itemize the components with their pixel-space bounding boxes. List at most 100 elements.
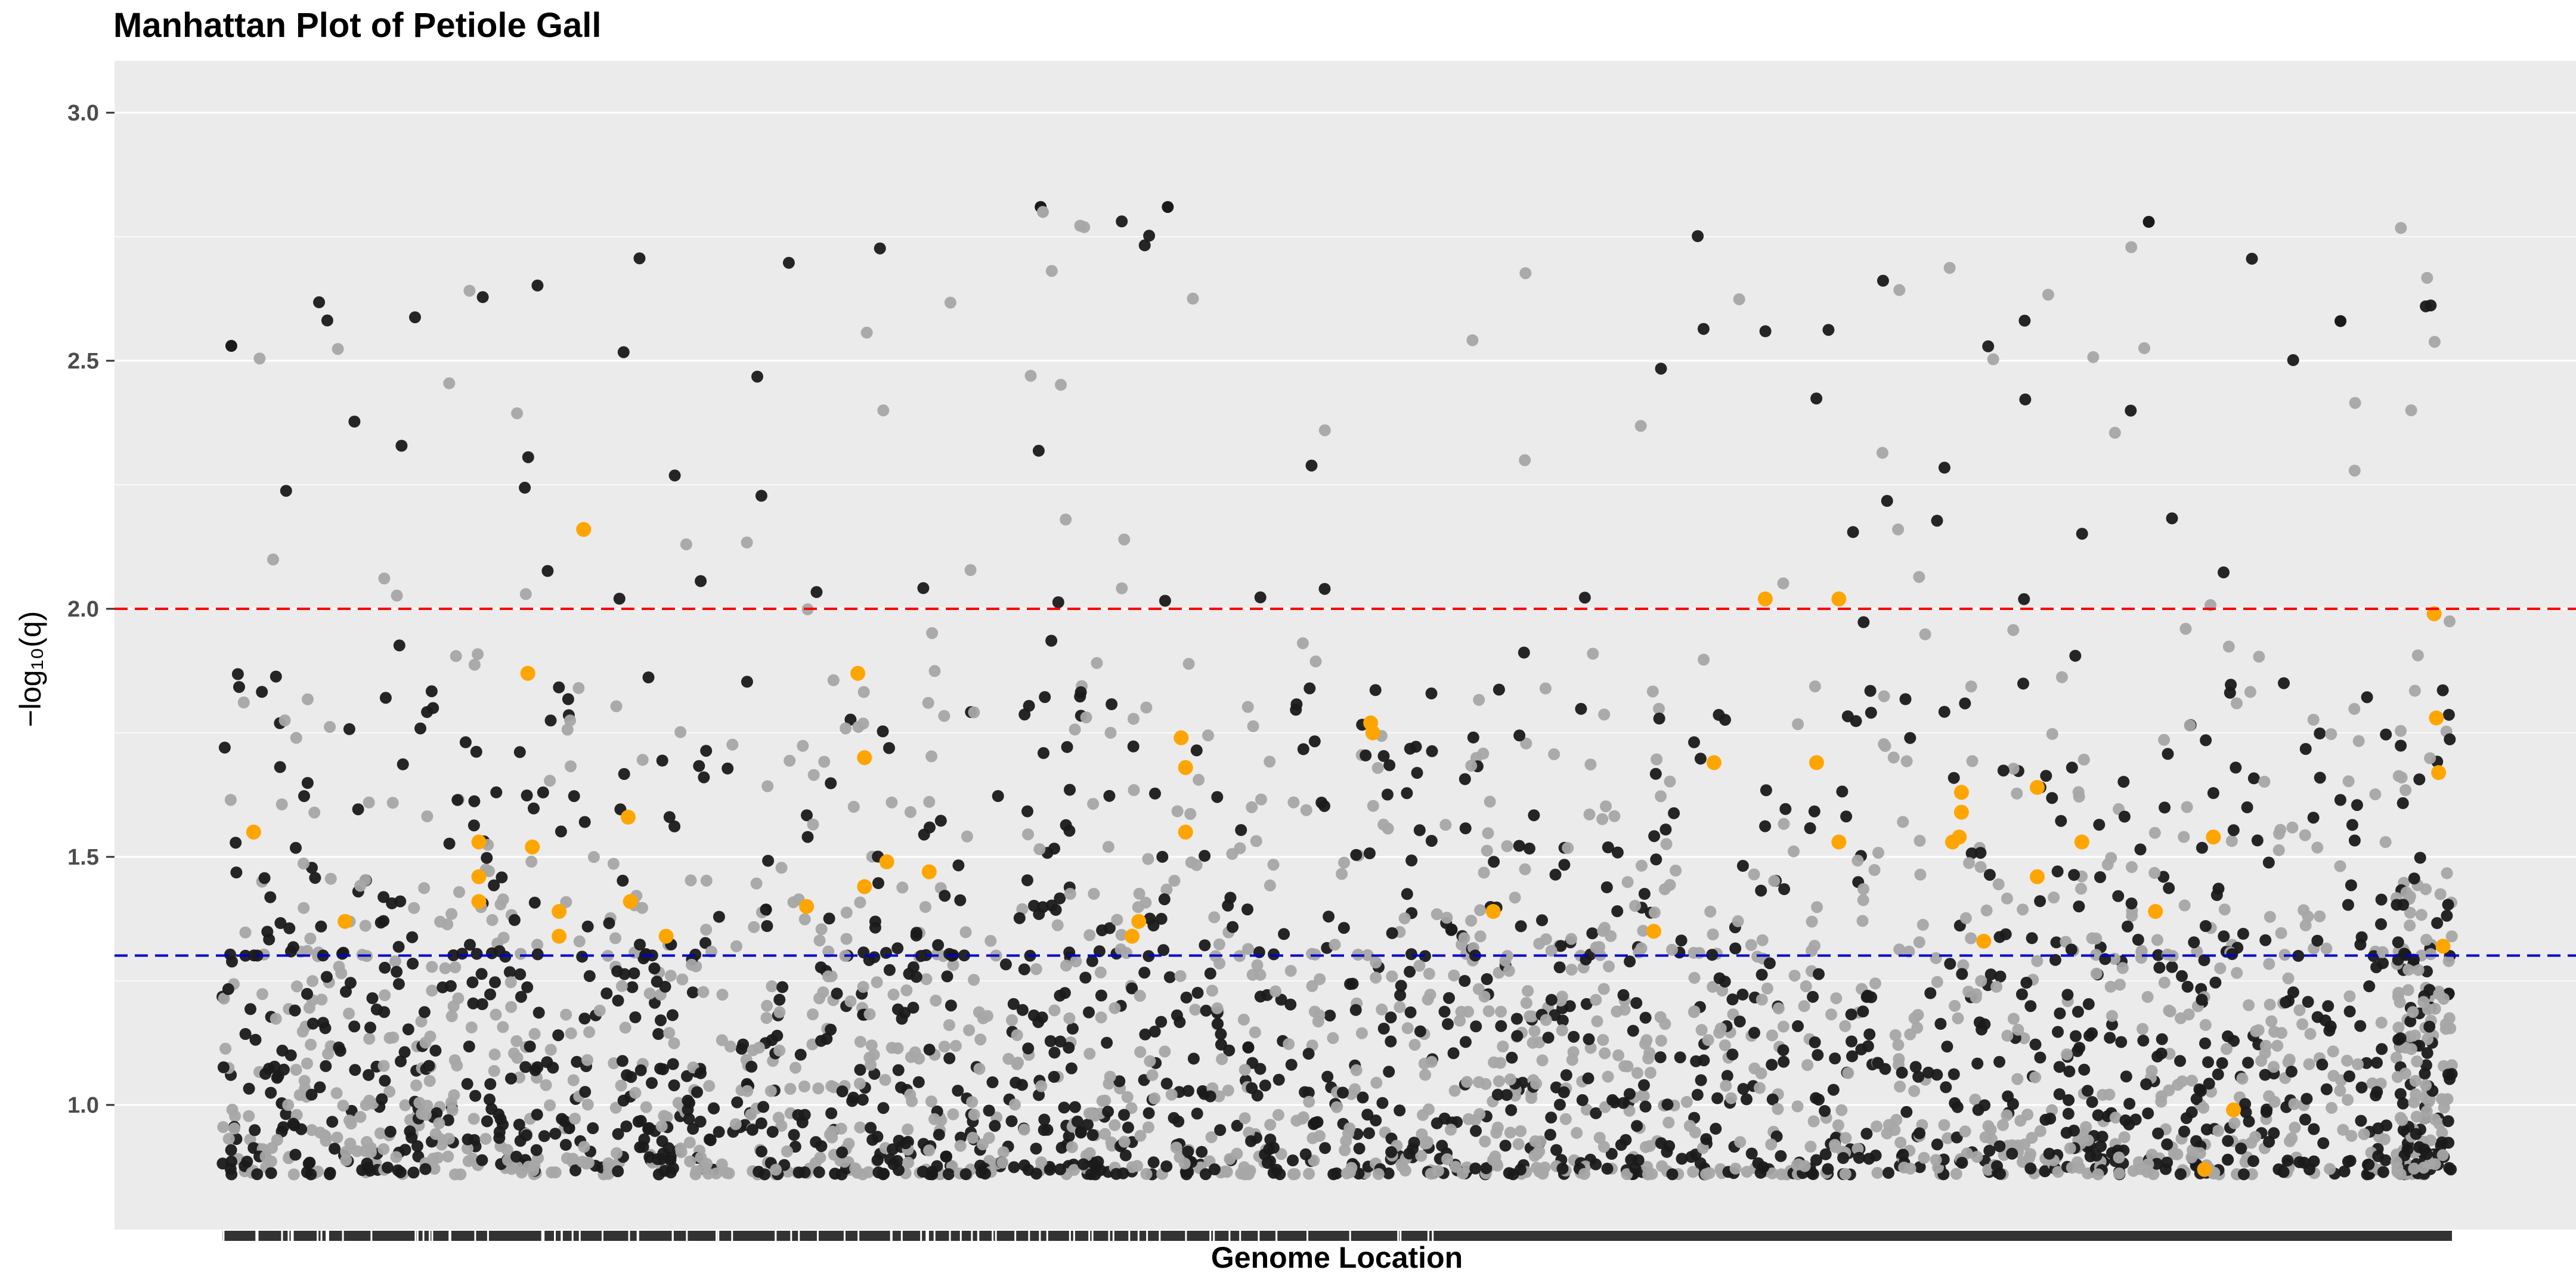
- snp-point: [760, 1012, 773, 1024]
- snp-point: [459, 736, 472, 748]
- highlighted-snp-point: [1953, 785, 1969, 800]
- snp-point: [448, 1089, 460, 1101]
- snp-point: [1685, 1151, 1698, 1163]
- snp-point: [1706, 949, 1719, 961]
- snp-point: [2064, 1142, 2076, 1154]
- snp-point: [2199, 920, 2212, 932]
- snp-point: [1216, 1053, 1228, 1066]
- snp-point: [656, 754, 668, 767]
- snp-point: [530, 1144, 543, 1156]
- snp-point: [230, 837, 242, 849]
- snp-point: [1474, 904, 1487, 917]
- snp-point: [1272, 1109, 1284, 1121]
- snp-point: [2094, 871, 2106, 883]
- snp-point: [1480, 1162, 1493, 1175]
- snp-point: [1127, 740, 1140, 753]
- snp-point: [1309, 1117, 1321, 1129]
- snp-point: [1950, 1168, 1962, 1180]
- snp-point: [428, 1163, 441, 1175]
- snp-point: [321, 314, 333, 327]
- snp-point: [2210, 889, 2223, 901]
- snp-point: [2080, 1121, 2092, 1133]
- snp-point: [1635, 942, 1648, 955]
- snp-point: [2436, 1149, 2449, 1162]
- snp-point: [1249, 1026, 1261, 1039]
- snp-point: [1303, 1168, 1315, 1180]
- snp-point: [2314, 910, 2326, 922]
- snp-point: [1586, 927, 1599, 940]
- snp-point: [2408, 872, 2420, 885]
- snp-point: [722, 762, 734, 775]
- snp-point: [942, 1168, 955, 1181]
- snp-point: [887, 988, 900, 1001]
- snp-point: [1267, 1166, 1280, 1179]
- snp-point: [2327, 1070, 2340, 1082]
- snp-point: [505, 1072, 517, 1085]
- snp-point: [222, 1132, 235, 1145]
- snp-point: [1419, 1069, 1432, 1081]
- snp-point: [764, 1085, 777, 1097]
- snp-point: [2073, 791, 2085, 803]
- snp-point: [797, 739, 809, 752]
- highlighted-snp-point: [1125, 928, 1140, 944]
- snp-point: [1011, 1029, 1023, 1041]
- snp-point: [686, 958, 698, 971]
- snp-point: [1466, 334, 1479, 346]
- snp-point: [648, 962, 661, 974]
- snp-point: [343, 1114, 355, 1127]
- snp-point: [1853, 1151, 1865, 1164]
- snp-point: [1559, 1113, 1572, 1125]
- snp-point: [363, 796, 375, 809]
- snp-point: [928, 665, 941, 677]
- snp-point: [966, 1096, 979, 1109]
- snp-point: [959, 926, 972, 939]
- snp-point: [865, 1039, 878, 1052]
- snp-point: [784, 1083, 797, 1095]
- snp-point: [2421, 1046, 2433, 1059]
- snp-point: [872, 877, 884, 889]
- snp-point: [681, 1070, 693, 1082]
- snp-point: [1109, 1002, 1121, 1014]
- snp-point: [433, 1117, 445, 1129]
- snp-point: [2247, 772, 2260, 785]
- snp-point: [896, 881, 909, 894]
- snp-point: [825, 1080, 838, 1092]
- snp-point: [340, 1145, 352, 1158]
- snp-point: [2311, 841, 2324, 854]
- snp-point: [1930, 1154, 1942, 1166]
- snp-point: [704, 1134, 717, 1147]
- highlighted-snp-point: [623, 894, 638, 909]
- snp-point: [1119, 1149, 1132, 1162]
- snp-point: [2118, 810, 2131, 823]
- snp-point: [609, 1101, 622, 1114]
- snp-point: [2007, 624, 2020, 636]
- snp-point: [857, 717, 869, 730]
- snp-point: [1478, 866, 1490, 879]
- snp-point: [1404, 742, 1416, 755]
- snp-point: [750, 877, 763, 890]
- snp-point: [1639, 1100, 1652, 1113]
- snp-point: [2287, 354, 2299, 366]
- snp-point: [713, 911, 725, 923]
- snp-point: [1327, 1168, 1340, 1181]
- snp-point: [2419, 1067, 2431, 1080]
- snp-point: [2404, 919, 2416, 931]
- snp-point: [730, 940, 742, 952]
- snp-point: [494, 1113, 507, 1125]
- snp-point: [1872, 847, 1884, 859]
- snp-point: [2428, 336, 2441, 348]
- snp-point: [1165, 1088, 1178, 1101]
- snp-point: [1006, 1014, 1018, 1026]
- snp-point: [1772, 1103, 1784, 1115]
- snp-point: [2302, 911, 2314, 922]
- snp-point: [354, 880, 367, 892]
- snp-point: [2231, 697, 2243, 710]
- snp-point: [2012, 1023, 2024, 1036]
- snp-point: [2342, 775, 2355, 788]
- snp-point: [1659, 823, 1672, 836]
- snp-point: [1518, 646, 1530, 659]
- snp-point: [945, 999, 957, 1012]
- snp-point: [1426, 745, 1438, 757]
- snp-point: [1721, 1070, 1733, 1082]
- snp-point: [1369, 684, 1382, 696]
